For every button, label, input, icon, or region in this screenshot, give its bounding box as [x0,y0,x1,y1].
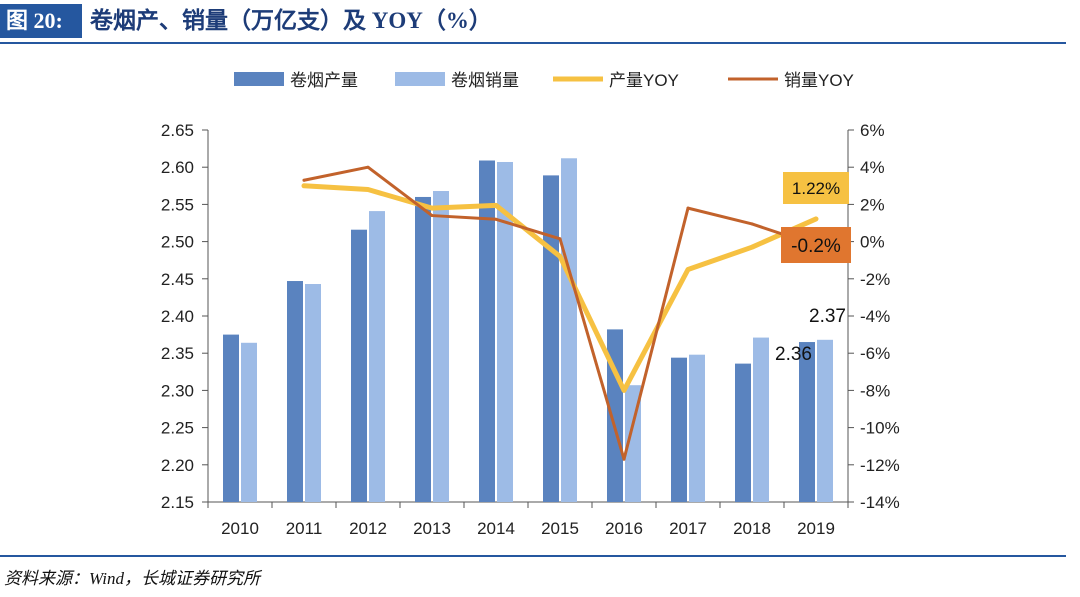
left-tick-label: 2.65 [161,121,194,140]
left-tick-label: 2.25 [161,419,194,438]
legend-label: 产量YOY [609,71,679,90]
annotation-box [781,227,851,263]
annotation-production-yoy: 1.22% [783,172,849,204]
annotation-sales-yoy: -0.2% [781,227,851,263]
left-tick-label: 2.20 [161,456,194,475]
legend-swatch [234,72,284,86]
sales-yoy-point-2013 [430,214,434,218]
left-tick-label: 2.55 [161,195,194,214]
left-tick-label: 2.45 [161,270,194,289]
production-yoy-point-2018 [750,245,754,249]
sales-bar-2017 [689,354,705,502]
production-yoy-point-2017 [686,268,690,271]
production-bar-2014 [479,160,495,502]
right-tick-label: 4% [860,158,885,177]
sales-bar-2016 [625,385,641,502]
legend-item-3: 销量YOY [728,71,854,90]
footer-divider [0,555,1066,557]
legend-label: 卷烟产量 [290,71,358,90]
chart-annotations: 1.22% -0.2% 2.37 2.36 [775,172,851,365]
legend-label: 卷烟销量 [451,71,519,90]
sales-yoy-point-2012 [366,165,370,169]
production-bar-2017 [671,357,687,502]
sales-yoy-point-2018 [750,222,754,226]
x-tick-label: 2016 [605,519,643,538]
x-tick-label: 2011 [286,519,323,538]
sales-yoy-point-2011 [302,178,306,182]
cigarette-chart: 卷烟产量 卷烟销量 产量YOY 销量YOY 2.15 2.20 2.25 2.30 2.35 2… [161,71,900,538]
left-tick-label: 2.35 [161,344,194,363]
annotation-sales-value: 2.37 [809,306,846,327]
production-yoy-point-2013 [430,206,434,210]
left-tick-label: 2.60 [161,158,194,177]
sales-yoy-point-2016 [622,457,626,461]
figure-label: 图 20: [0,4,82,38]
figure-title: 卷烟产、销量（万亿支）及 YOY（%） [90,8,492,33]
sales-bar-2012 [369,211,385,502]
sales-bar-2019 [817,339,833,502]
figure-title-bar: 图 20: 卷烟产、销量（万亿支）及 YOY（%） [0,0,1066,42]
x-tick-label: 2019 [797,519,835,538]
production-bar-2010 [223,334,239,502]
production-bar-2011 [287,281,303,502]
right-tick-label: 0% [860,233,885,252]
sales-bar-2013 [433,191,449,502]
x-tick-label: 2013 [413,519,451,538]
x-tick-label: 2017 [669,519,707,538]
x-tick-label: 2012 [349,519,387,538]
right-tick-label: -2% [860,270,890,289]
title-divider [0,42,1066,44]
sales-yoy-point-2017 [686,206,690,210]
sales-bar-2014 [497,161,513,502]
left-tick-label: 2.40 [161,307,194,326]
sales-bar-2015 [561,158,577,502]
annotation-box [783,172,849,204]
sales-bar-2010 [241,342,257,502]
production-yoy-point-2019 [814,217,818,221]
production-yoy-point-2014 [494,203,498,207]
right-tick-label: -12% [860,456,900,475]
legend-swatch [395,72,445,86]
production-yoy-point-2015 [558,254,562,258]
production-bar-2016 [607,329,623,502]
chart-bars [223,158,833,503]
sales-bar-2011 [305,284,321,502]
left-tick-label: 2.30 [161,381,194,400]
left-tick-label: 2.50 [161,233,194,252]
production-bar-2015 [543,175,559,502]
production-yoy-point-2011 [302,184,306,188]
x-tick-label: 2018 [733,519,771,538]
production-yoy-point-2012 [366,188,370,192]
chart-legend: 卷烟产量 卷烟销量 产量YOY 销量YOY [234,71,854,90]
production-bar-2019 [799,342,815,502]
right-tick-label: 2% [860,195,885,214]
production-bar-2013 [415,196,431,502]
annotation-text: 1.22% [792,179,840,198]
right-tick-label: -10% [860,419,900,438]
production-bar-2012 [351,229,367,503]
production-bar-2018 [735,363,751,502]
left-tick-label: 2.15 [161,493,194,512]
annotation-production-value: 2.36 [775,344,812,365]
right-tick-label: 6% [860,121,885,140]
production-yoy-point-2016 [622,388,626,392]
annotation-text: -0.2% [791,236,841,257]
right-tick-label: -6% [860,344,890,363]
right-tick-label: -8% [860,381,890,400]
legend-item-0: 卷烟产量 [234,71,358,90]
legend-label: 销量YOY [784,71,854,90]
x-tick-label: 2014 [477,519,515,538]
right-tick-label: -14% [860,493,900,512]
legend-item-2: 产量YOY [553,71,679,90]
x-tick-label: 2015 [541,519,579,538]
legend-item-1: 卷烟销量 [395,71,519,90]
x-tick-label: 2010 [221,519,259,538]
sales-yoy-point-2015 [558,237,562,241]
sales-bar-2018 [753,337,769,502]
sales-yoy-point-2014 [494,217,498,221]
source-note: 资料来源：Wind，长城证券研究所 [4,569,260,588]
right-tick-label: -4% [860,307,890,326]
chart-lines [301,165,819,461]
